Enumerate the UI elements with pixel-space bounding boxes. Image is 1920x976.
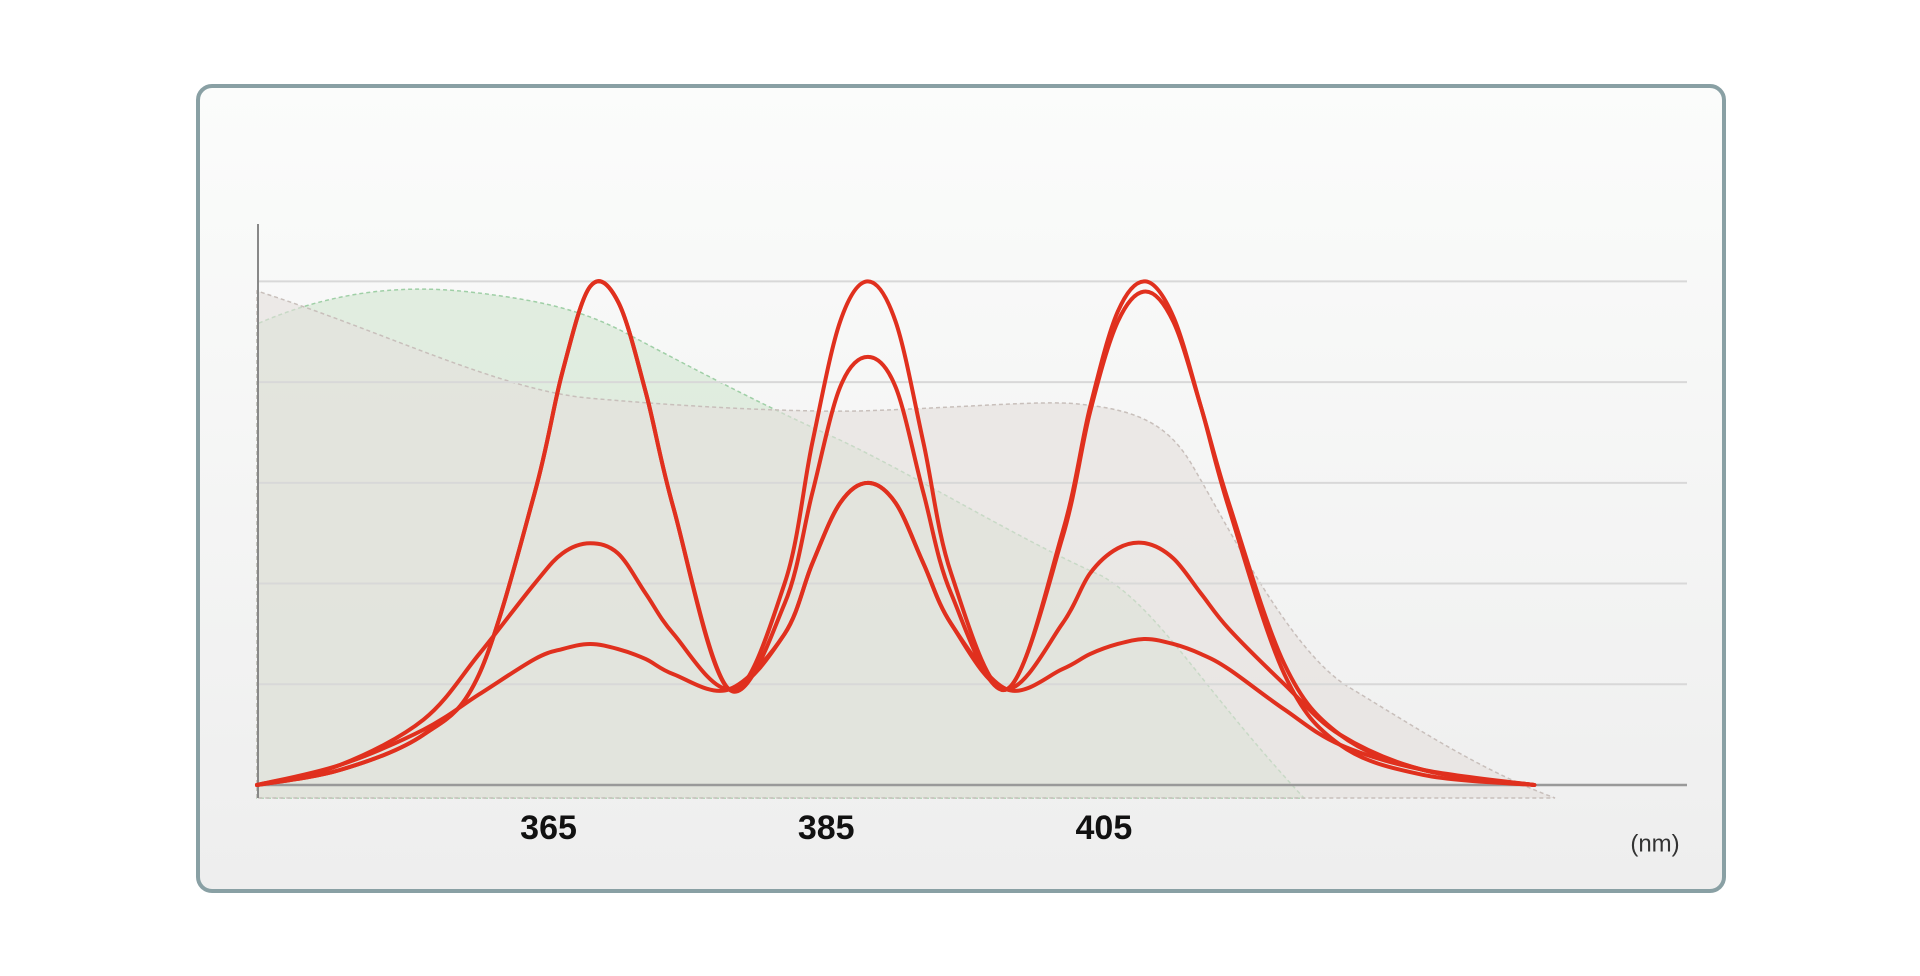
x-unit: (nm): [1630, 830, 1679, 857]
x-tick-label: 365: [520, 809, 577, 847]
spectrum-line: [255, 480, 1537, 787]
labels: 365 385 405: [520, 809, 1132, 847]
x-tick-label: 385: [798, 809, 855, 847]
spectrum-line: [255, 279, 1537, 787]
lines: [255, 279, 1537, 787]
x-tick-label: 405: [1076, 809, 1133, 847]
